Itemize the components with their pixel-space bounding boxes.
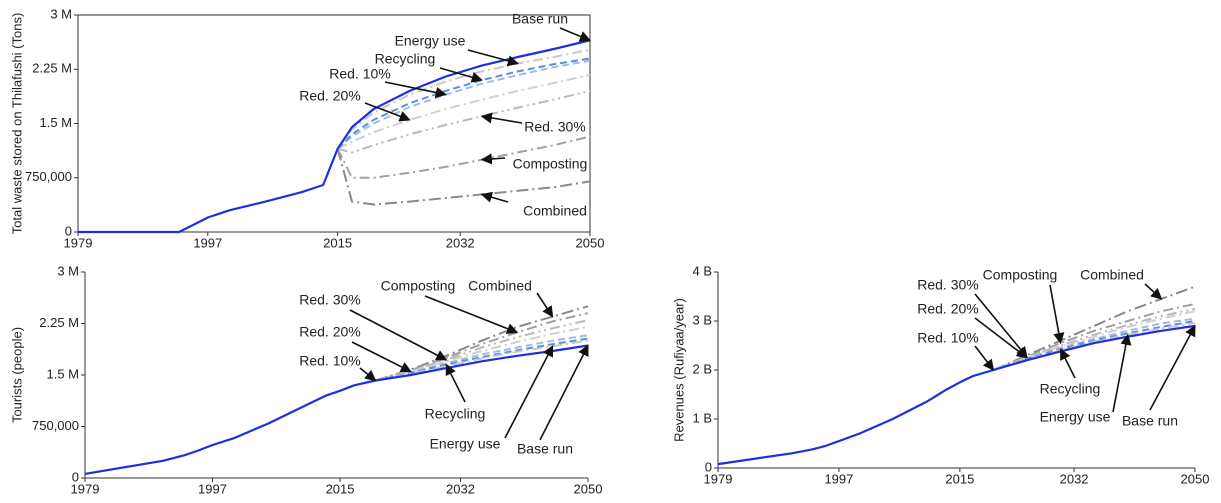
series-line [717, 324, 1196, 466]
annotation-arrow [424, 295, 519, 334]
annotation-arrow [539, 344, 589, 441]
y-tick-label: 750,000 [25, 169, 72, 184]
series-label: Energy use [430, 436, 501, 452]
y-tick-label: 2.25 M [32, 61, 72, 76]
series-label: Energy use [1040, 409, 1111, 425]
series-line [993, 302, 1196, 371]
annotation-arrow [1059, 348, 1076, 379]
series-line [84, 344, 589, 475]
series-line [337, 74, 591, 150]
x-tick-label: 2015 [323, 235, 352, 250]
annotation-arrow [480, 153, 506, 165]
y-tick-label: 3 M [50, 6, 72, 21]
x-tick-label: 2050 [574, 481, 603, 496]
y-tick-label: 3 M [57, 263, 79, 278]
series-line [375, 312, 589, 382]
y-tick-label: 3 B [692, 312, 712, 327]
annotation-arrow [1112, 333, 1132, 413]
series-label: Combined [1080, 267, 1144, 283]
x-tick-label: 2050 [576, 235, 605, 250]
series-label: Red. 30% [299, 292, 360, 308]
series-label: Red. 30% [524, 119, 585, 135]
x-tick-label: 1997 [198, 481, 227, 496]
x-tick-label: 2032 [1060, 471, 1089, 486]
annotation-arrow [467, 49, 519, 67]
y-tick-label: 0 [72, 469, 79, 484]
x-tick-label: 1979 [64, 235, 93, 250]
series-label: Recycling [375, 51, 436, 67]
series-label: Red. 10% [299, 353, 360, 369]
annotation-arrow [445, 363, 466, 403]
annotation-arrow [1144, 283, 1163, 300]
x-tick-label: 2015 [326, 481, 355, 496]
annotation-arrow [359, 367, 377, 382]
y-tick-label: 1 B [692, 410, 712, 425]
series-line [336, 148, 591, 206]
series-label: Base run [512, 11, 568, 27]
y-axis-title: Tourists (people) [9, 327, 24, 423]
annotation-arrow [504, 345, 554, 439]
annotation-arrow [974, 293, 1028, 359]
x-tick-label: 1997 [824, 471, 853, 486]
series-line [375, 319, 589, 382]
series-label: Recycling [425, 406, 486, 422]
annotation-arrow [536, 292, 554, 318]
annotation-arrow [480, 112, 523, 124]
series-line [375, 305, 589, 382]
annotation-arrow [351, 341, 412, 373]
annotation-arrow [384, 81, 447, 99]
series-label: Red. 30% [917, 277, 978, 293]
series-line [993, 320, 1196, 371]
annotation-arrow [439, 67, 483, 83]
annotation-arrow [1049, 284, 1065, 345]
y-tick-label: 4 B [692, 263, 712, 278]
series-label: Energy use [395, 33, 466, 49]
y-tick-label: 2.25 M [39, 315, 79, 330]
series-label: Base run [1122, 413, 1178, 429]
y-tick-label: 1.5 M [39, 115, 72, 130]
series-line [336, 135, 591, 179]
series-line [78, 39, 591, 234]
series-label: Red. 10% [329, 66, 390, 82]
x-tick-label: 2015 [945, 471, 974, 486]
series-label: Red. 20% [299, 88, 360, 104]
annotation-arrow [974, 345, 995, 371]
annotation-arrow [559, 27, 592, 42]
y-axis-title: Revenues (Rufiyaa/year) [671, 298, 686, 442]
plot-frame [77, 14, 591, 233]
x-tick-label: 1979 [704, 471, 733, 486]
series-line [375, 325, 589, 382]
y-tick-label: 1.5 M [46, 366, 79, 381]
y-axis-title: Total waste stored on Thilafushi (Tons) [9, 13, 24, 235]
y-tick-label: 0 [65, 223, 72, 238]
x-tick-label: 2032 [446, 481, 475, 496]
annotation-arrow [1149, 324, 1196, 411]
series-label: Composting [513, 156, 588, 172]
series-label: Base run [517, 441, 573, 457]
x-tick-label: 2032 [446, 235, 475, 250]
series-label: Red. 20% [917, 301, 978, 317]
series-label: Combined [523, 203, 587, 219]
y-tick-label: 2 B [692, 361, 712, 376]
series-label: Combined [468, 278, 532, 294]
x-tick-label: 1979 [71, 481, 100, 496]
series-label: Composting [381, 278, 456, 294]
annotation-arrow [364, 102, 411, 122]
series-line [375, 337, 589, 382]
series-label: Recycling [1040, 381, 1101, 397]
annotation-arrow [349, 309, 448, 361]
series-label: Red. 20% [299, 324, 360, 340]
x-tick-label: 1997 [193, 235, 222, 250]
x-tick-label: 2050 [1181, 471, 1210, 486]
series-line [337, 89, 591, 154]
series-line [336, 48, 591, 150]
series-label: Red. 10% [917, 330, 978, 346]
annotation-arrow [974, 317, 1028, 359]
annotation-arrow [480, 191, 509, 203]
y-tick-label: 750,000 [32, 418, 79, 433]
series-label: Composting [983, 267, 1058, 283]
y-tick-label: 0 [705, 459, 712, 474]
